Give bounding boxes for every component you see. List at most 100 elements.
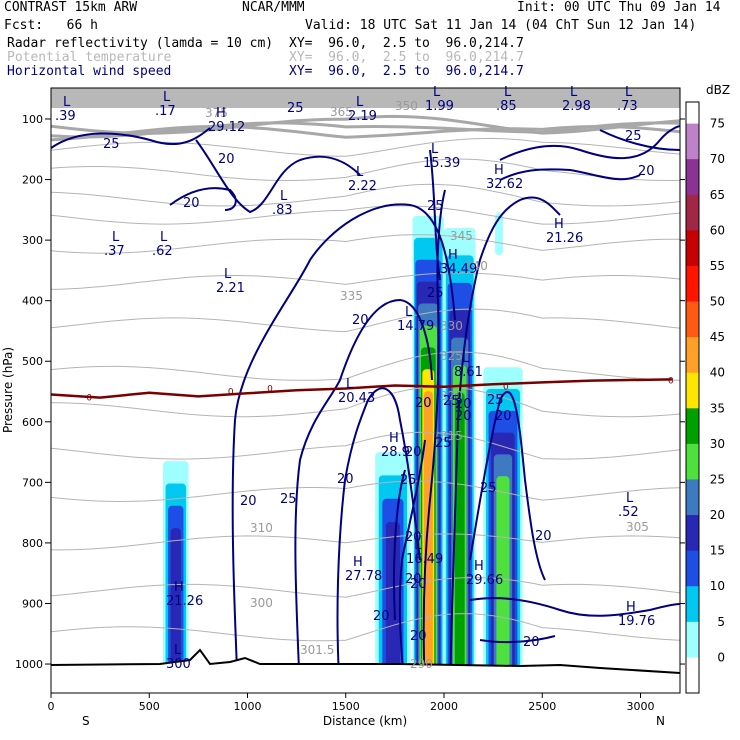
colorbar-seg-top [686, 102, 699, 125]
x-tick-label-2: 1000 [234, 700, 262, 713]
field-wind-name: Horizontal wind speed [7, 64, 172, 79]
colorbar-label-70: 70 [710, 152, 725, 166]
theta-label-12: 300 [250, 596, 273, 610]
y-tick-label-5: 600 [22, 416, 43, 429]
freezing-level-label-1: 0 [228, 387, 234, 397]
hl-value-18: 8.61 [454, 365, 483, 380]
hl-mark-27: L [174, 643, 182, 658]
colorbar-seg-10 [686, 586, 699, 623]
freezing-level-label-4: 0 [668, 376, 674, 386]
hl-value-17: 14.79 [397, 319, 434, 334]
colorbar-seg-70 [686, 159, 699, 196]
wind-label-21: 20 [373, 609, 390, 624]
contour-labels: 375 365 350 345 340 335 330 325 320 315 310 305 300 3… [55, 85, 655, 672]
theta-contour-4 [51, 158, 680, 182]
freezing-level-label-2: 0 [267, 384, 273, 394]
theta-contour-13 [51, 480, 680, 503]
colorbar-seg-75 [686, 123, 699, 160]
colorbar-label-40: 40 [710, 366, 725, 380]
hl-value-5: .85 [496, 99, 517, 114]
hl-mark-21: L [626, 491, 634, 506]
theta-label-11: 305 [626, 520, 649, 534]
wind-contour-6 [398, 439, 426, 693]
wind-contour-9 [469, 391, 546, 581]
theta-dense-band [51, 88, 680, 108]
hl-mark-20: H [389, 431, 399, 446]
wind-label-13: 20 [240, 494, 257, 509]
wind-label-0: 25 [103, 137, 120, 152]
colorbar-label-55: 55 [710, 259, 725, 273]
reflectivity-cell-4-level-30 [496, 476, 510, 671]
colorbar-label-60: 60 [710, 223, 725, 237]
wind-label-11: 20 [455, 409, 472, 424]
hl-mark-24: H [474, 559, 484, 574]
wind-label-16: 25 [480, 481, 497, 496]
theta-contours [51, 88, 680, 642]
theta-label-8: 320 [440, 389, 463, 403]
theta-contour-9 [51, 308, 680, 333]
theta-contour-14 [51, 533, 680, 551]
hl-mark-22: L [414, 538, 422, 553]
hl-value-27: 300 [166, 657, 191, 672]
colorbar-seg-60 [686, 230, 699, 267]
theta-label-1: 365 [330, 105, 353, 119]
x-tick-label-6: 3000 [627, 700, 655, 713]
theta-label-0: 375 [205, 106, 228, 120]
hl-mark-16: L [224, 267, 232, 282]
theta-contour-6 [51, 205, 680, 225]
x-tick-label-4: 2000 [430, 700, 458, 713]
hl-value-9: 32.62 [486, 177, 523, 192]
colorbar-label-10: 10 [710, 579, 725, 593]
hl-mark-23: H [353, 555, 363, 570]
theta-contour-7 [51, 234, 680, 254]
colorbar-label-20: 20 [710, 508, 725, 522]
wind-label-24: 20 [455, 397, 472, 412]
freezing-level-label-0: 0 [86, 393, 92, 403]
hl-value-24: 29.66 [466, 573, 503, 588]
wind-contours [51, 125, 680, 693]
x-end-label-left: S [82, 714, 90, 728]
theta-label-9: 315 [440, 429, 463, 443]
colorbar-seg-20 [686, 515, 699, 552]
wind-label-5: 20 [638, 164, 655, 179]
freezing-level-line [51, 378, 672, 399]
hl-value-3: 2.19 [348, 109, 377, 124]
y-axis-title: Pressure (hPa) [1, 347, 15, 433]
colorbar-label-30: 30 [710, 437, 725, 451]
org-label: NCAR/MMM [242, 0, 305, 15]
hl-value-14: .62 [152, 244, 173, 259]
hl-mark-19: L [346, 377, 354, 392]
wind-label-1: 20 [218, 152, 235, 167]
colorbar-label-45: 45 [710, 330, 725, 344]
hl-mark-14: L [160, 230, 168, 245]
theta-contour-15 [51, 576, 680, 598]
wind-label-4: 25 [625, 129, 642, 144]
theta-label-13: 301.5 [300, 643, 334, 657]
wind-label-12: 25 [400, 473, 417, 488]
wind-label-9: 20 [415, 396, 432, 411]
model-title: CONTRAST 15km ARW [4, 0, 138, 15]
hl-value-25: 21.26 [166, 594, 203, 609]
hl-mark-7: L [625, 85, 633, 100]
hl-mark-6: L [570, 85, 578, 100]
wind-label-14: 25 [280, 492, 297, 507]
colorbar-seg-55 [686, 265, 699, 303]
hl-value-8: 15.39 [423, 156, 460, 171]
wind-label-19: 20 [405, 530, 422, 545]
theta-contour-10 [51, 351, 680, 381]
hl-mark-9: H [494, 163, 504, 178]
reflectivity-cell-5-level-5 [495, 212, 503, 256]
wind-contour-8 [449, 196, 561, 693]
wind-contour-5 [336, 387, 421, 693]
colorbar-label-0: 0 [717, 650, 725, 664]
hl-mark-2: H [216, 106, 226, 121]
wind-contour-12 [499, 125, 680, 161]
hl-mark-10: L [356, 165, 364, 180]
hl-value-23: 27.78 [345, 569, 382, 584]
y-tick-label-3: 400 [22, 295, 43, 308]
field-theta-xy: XY= 96.0, 2.5 to 96.0,214.7 [289, 50, 524, 65]
wind-label-10: 25 [435, 436, 452, 451]
wind-label-20: 20 [535, 529, 552, 544]
wind-contour-14 [469, 597, 680, 617]
